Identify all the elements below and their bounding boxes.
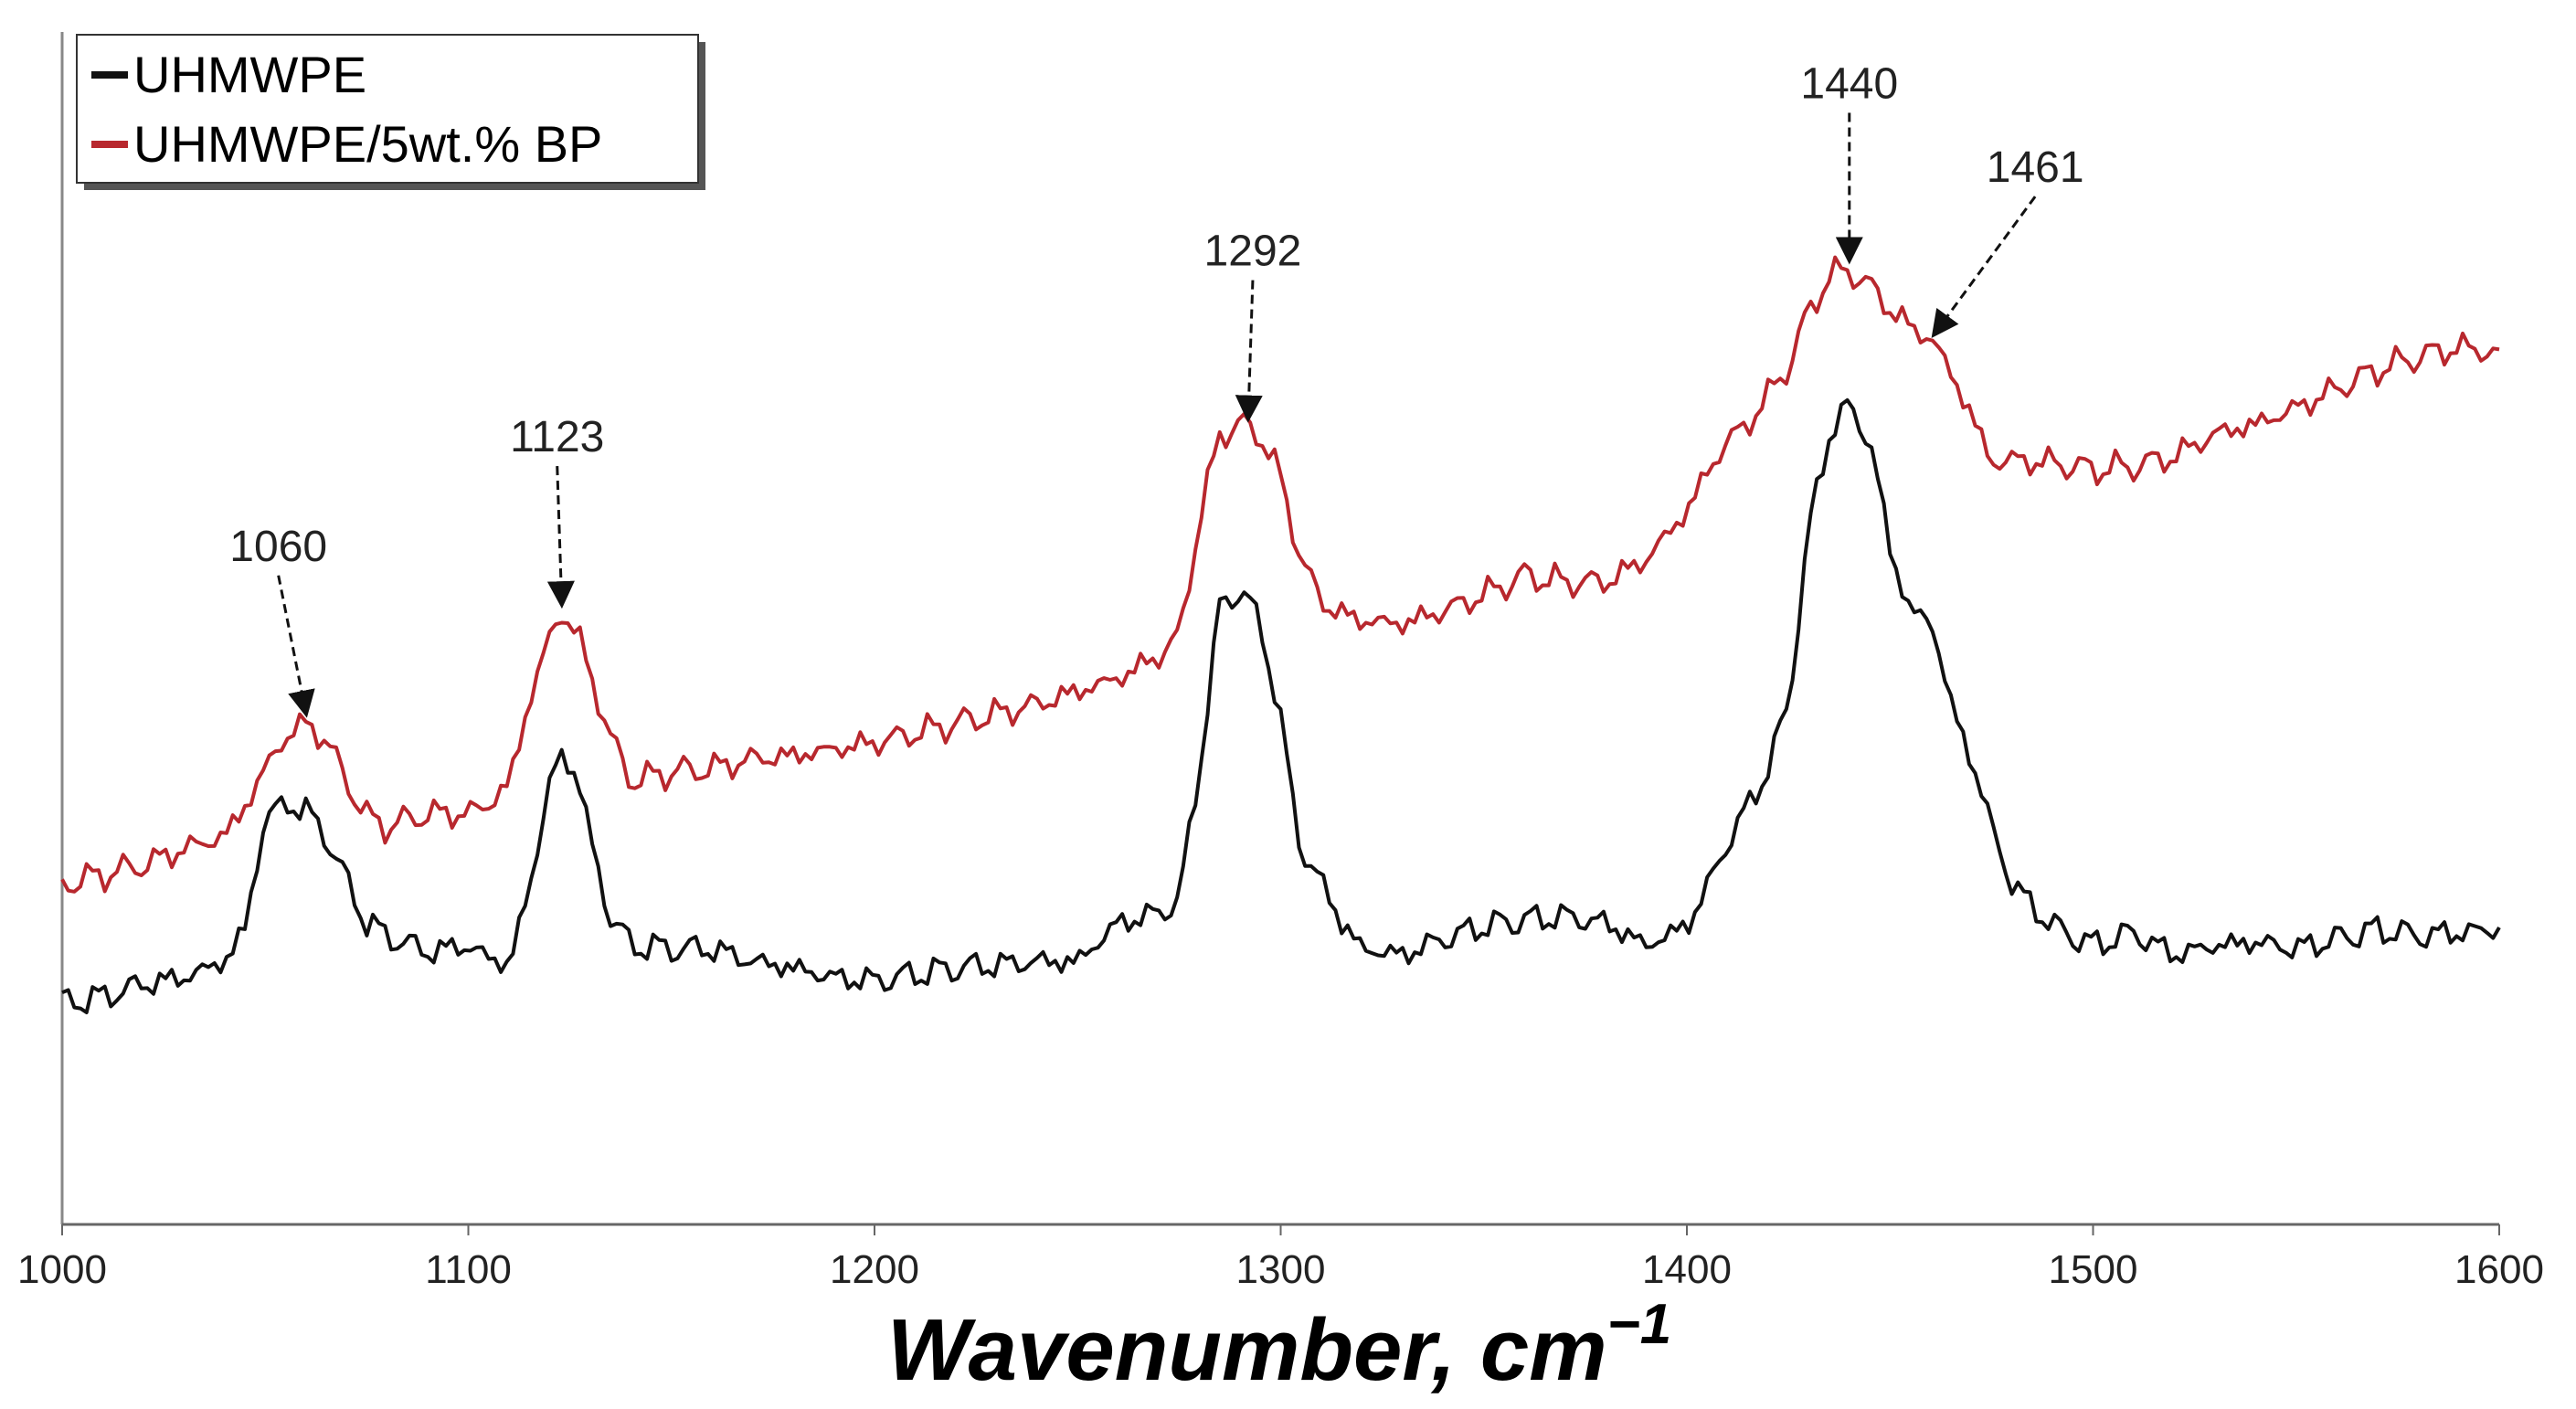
annotation-label: 1440 xyxy=(1800,59,1898,108)
x-tick-label: 1600 xyxy=(2454,1247,2544,1292)
x-tick-label: 1400 xyxy=(1642,1247,1732,1292)
annotation-label: 1292 xyxy=(1204,228,1302,276)
x-tick-label: 1100 xyxy=(425,1247,512,1292)
annotation-arrow xyxy=(1931,196,2037,338)
annotation-label: 1123 xyxy=(510,413,604,461)
annotation-label: 1461 xyxy=(1987,143,2084,192)
legend: UHMWPE UHMWPE/5wt.% BP xyxy=(76,34,705,190)
x-tick-label: 1200 xyxy=(830,1247,919,1292)
annotation-arrow xyxy=(277,575,315,718)
legend-label-uhmwpe: UHMWPE xyxy=(133,46,366,103)
x-axis-label-unit-exponent: −1 xyxy=(1607,1293,1672,1356)
legend-box xyxy=(76,34,699,184)
series-line-uhmwpe xyxy=(61,397,2501,1014)
x-axis-ticks: 1000 1100 1200 1300 1400 1500 1600 xyxy=(17,1224,2544,1292)
x-tick-label: 1300 xyxy=(1236,1247,1326,1292)
annotation-arrow xyxy=(1235,280,1263,423)
peak-annotations: 1060 1123 1292 1440 1461 xyxy=(229,59,2084,718)
annotation-label: 1060 xyxy=(229,523,327,571)
x-axis-label: Wavenumber, cm−1 xyxy=(887,1293,1672,1399)
series-line-uhmwpe-bp xyxy=(60,255,2500,894)
x-tick-label: 1500 xyxy=(2049,1247,2138,1292)
legend-label-uhmwpe-bp: UHMWPE/5wt.% BP xyxy=(133,115,602,173)
x-tick-label: 1000 xyxy=(17,1247,107,1292)
annotation-arrow xyxy=(546,466,575,609)
x-axis-label-text: Wavenumber, cm xyxy=(887,1301,1607,1399)
